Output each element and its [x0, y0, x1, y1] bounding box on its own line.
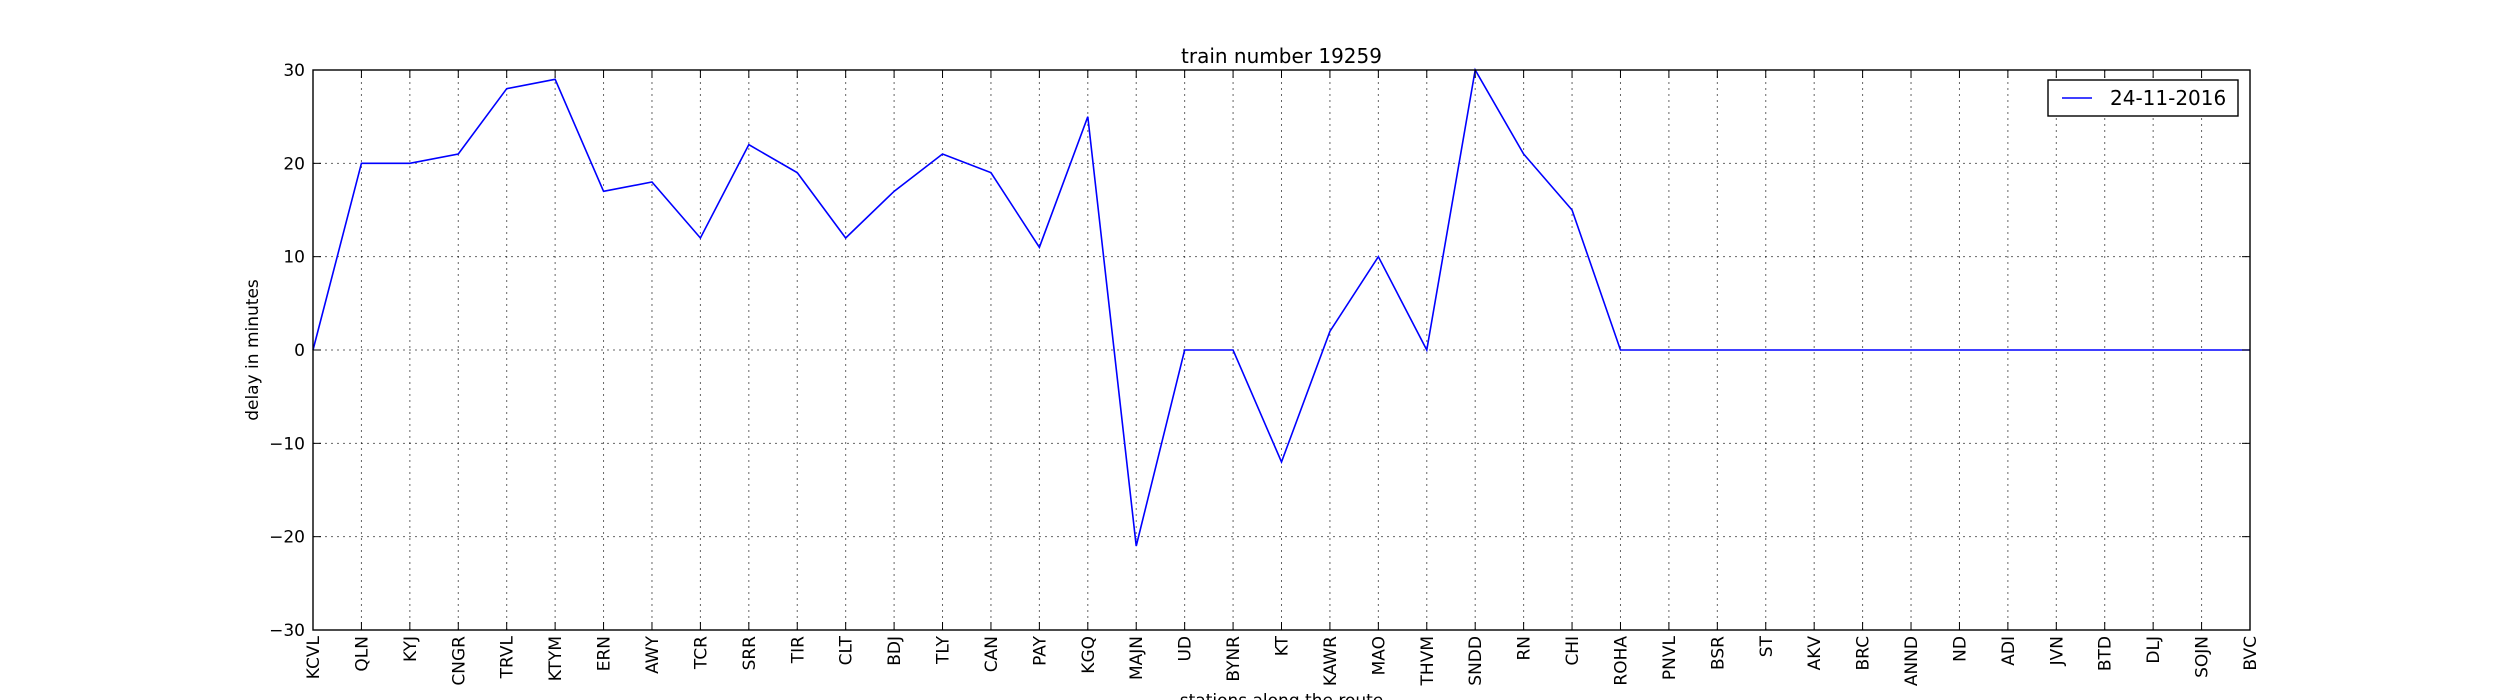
- x-tick-label: SOJN: [2193, 636, 2213, 678]
- x-tick-label: TLY: [934, 635, 954, 665]
- y-tick-label: 10: [283, 248, 305, 268]
- x-ticks: KCVL QLN KYJ CNGR TRVL KTYM ERN AWY TCR SRR TIR CLT…: [304, 70, 2261, 686]
- x-tick-label: CNGR: [449, 636, 469, 686]
- x-tick-label: ND: [1950, 636, 1970, 662]
- x-tick-label: KT: [1273, 635, 1293, 656]
- y-tick-label: 20: [283, 154, 305, 174]
- x-tick-label: JVN: [2047, 636, 2067, 666]
- y-tick-label: −20: [269, 528, 305, 548]
- y-tick-label: 30: [283, 61, 305, 81]
- x-tick-label: TRVL: [498, 635, 518, 679]
- x-tick-label: BDJ: [885, 636, 905, 666]
- legend: 24-11-2016: [2047, 79, 2239, 117]
- x-tick-label: ERN: [595, 636, 615, 671]
- x-tick-label: ANND: [1902, 636, 1922, 686]
- x-tick-label: CHI: [1563, 636, 1583, 666]
- y-ticks: −30 −20 −10 0 10 20 30: [269, 61, 2250, 641]
- x-tick-label: MAJN: [1127, 636, 1147, 680]
- x-tick-label: ROHA: [1611, 636, 1631, 686]
- x-tick-label: KCVL: [304, 635, 324, 679]
- x-tick-label: TCR: [691, 636, 711, 670]
- x-tick-label: AKV: [1805, 636, 1825, 671]
- x-tick-label: BRC: [1854, 636, 1874, 671]
- x-tick-label: KGQ: [1079, 636, 1099, 674]
- x-tick-label: UD: [1176, 636, 1196, 662]
- x-tick-label: SRR: [740, 636, 760, 671]
- y-axis-label: delay in minutes: [243, 279, 263, 421]
- x-tick-label: BTD: [2096, 636, 2116, 671]
- series-layer: [312, 67, 2250, 547]
- x-tick-label: SNDD: [1466, 636, 1486, 686]
- x-tick-label: DLJ: [2144, 636, 2164, 664]
- x-tick-label: MAO: [1369, 636, 1389, 675]
- x-tick-label: CAN: [982, 636, 1002, 672]
- x-tick-label: PNVL: [1660, 635, 1680, 680]
- x-tick-label: PAY: [1030, 635, 1050, 665]
- x-axis-label: stations along the route: [1180, 691, 1384, 700]
- x-tick-label: CLT: [837, 635, 857, 665]
- chart-title: train number 19259: [1181, 44, 1382, 68]
- x-tick-label: QLN: [352, 636, 372, 672]
- x-tick-label: KTYM: [546, 636, 566, 681]
- x-tick-label: KYJ: [401, 636, 421, 662]
- x-tick-label: KAWR: [1321, 636, 1341, 686]
- y-tick-label: −30: [269, 621, 305, 641]
- x-tick-label: RN: [1515, 636, 1535, 661]
- y-tick-label: −10: [269, 434, 305, 454]
- series-line: [312, 67, 2250, 547]
- y-tick-label: 0: [294, 341, 305, 361]
- legend-entry-label: 24-11-2016: [2110, 86, 2226, 110]
- x-tick-label: ADI: [1999, 636, 2019, 666]
- x-tick-label: BSR: [1708, 636, 1728, 670]
- x-tick-label: AWY: [643, 635, 663, 674]
- x-tick-label: THVM: [1418, 636, 1438, 686]
- x-tick-label: ST: [1757, 635, 1777, 657]
- x-tick-label: BVC: [2241, 636, 2261, 671]
- x-tick-label: TIR: [788, 636, 808, 664]
- x-tick-label: BYNR: [1224, 636, 1244, 682]
